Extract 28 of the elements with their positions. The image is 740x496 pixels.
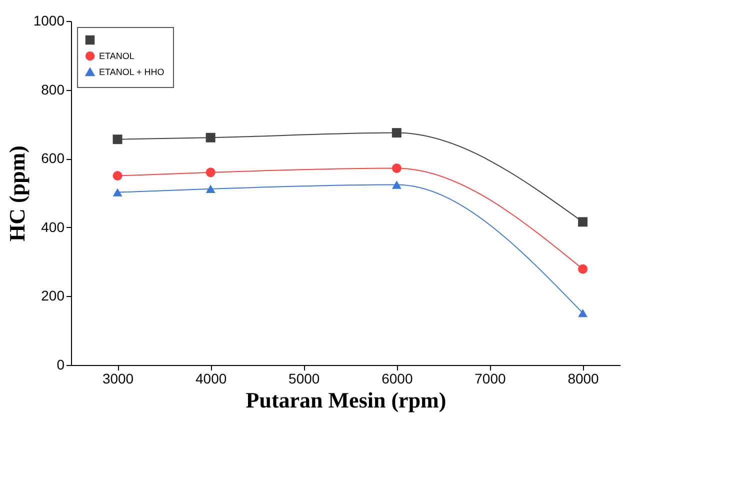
point <box>392 164 402 173</box>
point <box>578 308 588 318</box>
point <box>578 217 588 227</box>
x-axis-title: Putaran Mesin (rpm) <box>246 388 446 412</box>
x-tick-label: 8000 <box>568 370 600 386</box>
y-tick-label: 400 <box>41 218 65 235</box>
x-tick-label: 4000 <box>196 370 227 386</box>
legend-label: ETANOL + HHO <box>99 67 164 77</box>
point <box>112 188 122 196</box>
x-tick-label: 6000 <box>382 370 413 386</box>
y-tick-label: 600 <box>41 150 65 166</box>
y-tick-label: 0 <box>56 356 65 372</box>
point <box>206 168 216 178</box>
point <box>392 128 402 138</box>
y-tick-label: 800 <box>41 81 65 98</box>
x-tick-label: 5000 <box>288 370 320 386</box>
point <box>112 134 122 144</box>
point <box>112 171 122 181</box>
y-axis-title: HC (ppm) <box>4 146 30 242</box>
point <box>578 264 588 274</box>
point <box>392 180 402 189</box>
legend-label: ETANOL <box>99 51 134 61</box>
x-tick-label: 7000 <box>474 370 506 386</box>
x-tick-label: 3000 <box>102 370 134 386</box>
point <box>206 184 216 193</box>
point <box>206 132 216 142</box>
y-tick-label: 200 <box>41 288 65 304</box>
y-tick-label: 1000 <box>33 12 65 28</box>
